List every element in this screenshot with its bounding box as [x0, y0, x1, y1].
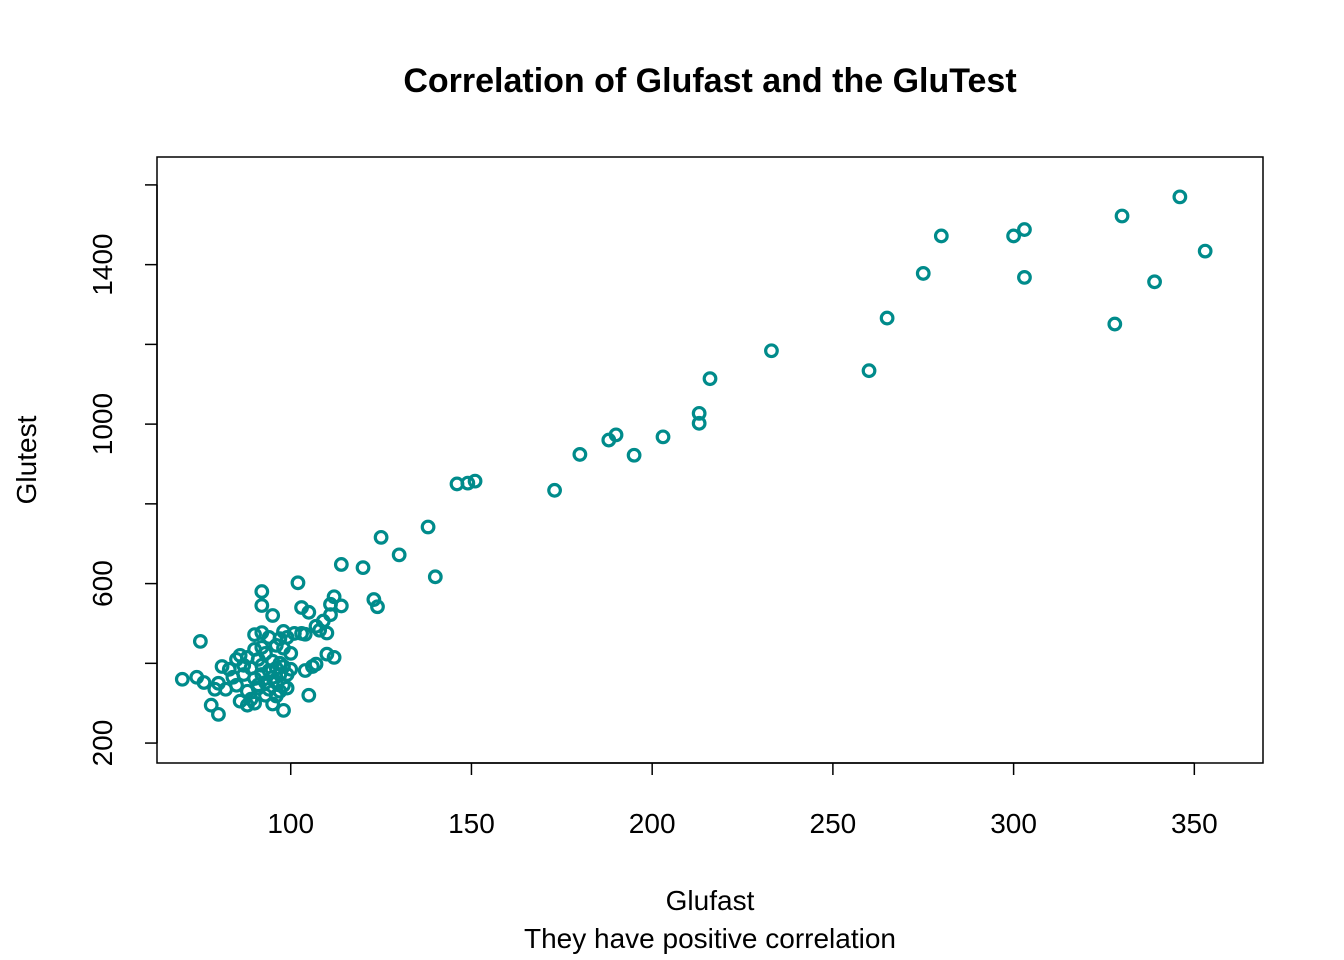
data-point: [254, 598, 270, 613]
data-point: [283, 645, 299, 661]
data-point: [427, 569, 443, 585]
data-point: [355, 560, 371, 576]
data-point: [283, 661, 299, 677]
data-point: [319, 625, 335, 641]
data-point: [254, 584, 270, 599]
data-point: [333, 557, 349, 572]
data-point: [691, 415, 707, 431]
y-tick-label: 200: [87, 720, 118, 767]
data-point: [247, 695, 262, 711]
data-point: [608, 427, 624, 443]
data-point: [297, 626, 313, 642]
data-point: [211, 706, 226, 722]
y-axis: 200 600 1000 1400: [87, 184, 158, 767]
data-point: [247, 627, 262, 643]
data-point: [265, 608, 281, 623]
data-point: [308, 656, 324, 672]
data-point: [1107, 316, 1123, 332]
y-tick-label: 600: [87, 560, 118, 607]
x-tick-label: 100: [267, 808, 314, 839]
data-point: [373, 529, 389, 545]
data-point: [861, 363, 877, 379]
data-point: [279, 680, 295, 696]
chart-subtitle: They have positive correlation: [524, 923, 896, 954]
data-point: [1017, 270, 1032, 285]
data-point: [174, 671, 190, 687]
data-point: [229, 677, 244, 693]
data-point: [915, 266, 931, 281]
data-point: [214, 659, 230, 674]
x-tick-label: 350: [1171, 808, 1218, 839]
data-point: [366, 592, 382, 607]
data-point: [258, 645, 273, 661]
y-tick-label: 1400: [87, 233, 118, 295]
data-point: [460, 475, 476, 491]
data-point: [301, 687, 317, 703]
data-point: [301, 604, 317, 620]
data-point: [276, 702, 291, 718]
data-point: [323, 607, 338, 623]
data-point: [326, 649, 342, 665]
x-tick-label: 150: [448, 808, 495, 839]
data-point: [370, 599, 385, 615]
x-axis-label: Glufast: [666, 885, 755, 916]
data-point: [572, 447, 588, 462]
data-point: [691, 405, 707, 421]
data-point: [933, 228, 949, 244]
data-point: [764, 343, 779, 359]
data-point: [702, 371, 718, 387]
data-point: [1114, 208, 1130, 224]
data-point: [319, 646, 335, 662]
x-tick-label: 200: [629, 808, 676, 839]
data-point: [192, 634, 208, 649]
y-axis-label: Glutest: [11, 415, 42, 504]
data-point: [655, 429, 671, 445]
x-tick-label: 300: [990, 808, 1037, 839]
data-point: [196, 675, 212, 690]
data-point: [391, 547, 407, 563]
data-point: [333, 598, 349, 614]
data-point: [326, 589, 342, 605]
data-point: [1006, 228, 1022, 244]
data-point: [290, 575, 306, 591]
data-points: [174, 189, 1213, 722]
data-point: [1197, 243, 1213, 259]
x-tick-label: 250: [810, 808, 857, 839]
data-point: [467, 473, 483, 489]
data-point: [1017, 222, 1032, 237]
data-point: [1147, 274, 1162, 290]
chart-title: Correlation of Glufast and the GluTest: [403, 62, 1016, 100]
data-point: [203, 697, 219, 713]
data-point: [626, 447, 642, 463]
plot-frame: [156, 156, 1264, 764]
x-axis: 100 150 200 250 300 350: [267, 762, 1218, 839]
data-point: [1172, 189, 1188, 205]
y-tick-label: 1000: [87, 393, 118, 455]
data-point: [547, 482, 562, 498]
data-point: [420, 519, 436, 535]
data-point: [879, 310, 895, 326]
